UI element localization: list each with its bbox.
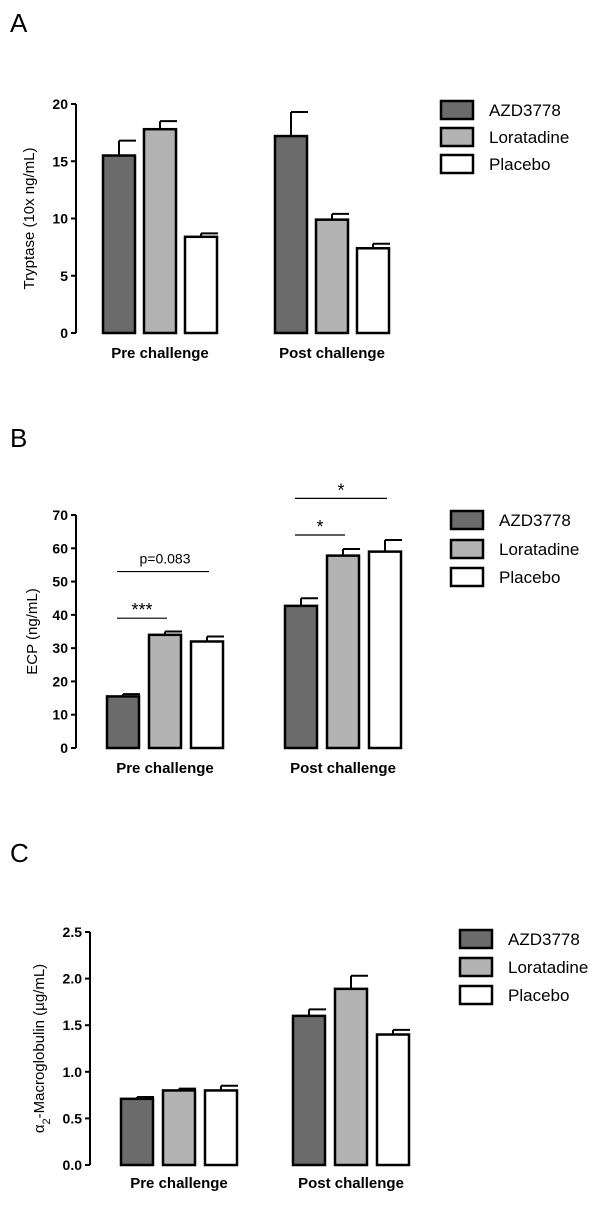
bar-loratadine-post	[325, 554, 361, 750]
bar-placebo-pre	[189, 640, 225, 750]
y-tick-label: 0.0	[63, 1157, 83, 1173]
bar-placebo-pre	[183, 235, 219, 335]
chart-panel-a: A 0 5 10 15 20 Tryptase (10x ng/mL) Pre challen…	[10, 8, 569, 362]
panel-label: B	[10, 423, 27, 453]
y-tick-label: 10	[52, 707, 68, 723]
y-tick-label: 0	[60, 325, 68, 341]
y-tick-label: 20	[52, 673, 68, 689]
legend-label: Placebo	[508, 986, 569, 1005]
legend-swatch	[458, 956, 494, 978]
significance-label: *	[316, 517, 323, 537]
chart-panel-c: C 0.0 0.5 1.0 1.5 2.0 2.5 α2-Macroglobulin (µg/…	[10, 838, 588, 1192]
bar-azd3778-pre	[101, 154, 137, 335]
y-axis-label-subscript: 2	[41, 1118, 53, 1124]
y-tick-label: 30	[52, 640, 68, 656]
y-tick-label: 15	[52, 153, 68, 169]
legend-swatch	[449, 538, 485, 560]
legend-swatch	[458, 984, 494, 1006]
panel-label: A	[10, 8, 28, 38]
bar-loratadine-pre	[161, 1089, 197, 1167]
x-category-label: Pre challenge	[116, 760, 214, 777]
legend-label: AZD3778	[499, 511, 571, 530]
legend-label: Placebo	[489, 155, 550, 174]
y-axis-label: Tryptase (10x ng/mL)	[21, 148, 38, 290]
panel-label: C	[10, 838, 29, 868]
bar-azd3778-post	[291, 1014, 327, 1167]
y-tick-label: 10	[52, 211, 68, 227]
bar-placebo-post	[367, 550, 403, 750]
legend-label: Loratadine	[508, 958, 588, 977]
y-axis-label: α2-Macroglobulin (µg/mL)	[31, 964, 53, 1133]
legend-swatch	[439, 99, 475, 121]
legend-swatch	[449, 509, 485, 531]
x-category-label: Post challenge	[290, 760, 396, 777]
x-category-label: Post challenge	[298, 1175, 404, 1192]
y-tick-label: 0	[60, 740, 68, 756]
bar-placebo-post	[355, 247, 391, 335]
x-category-label: Post challenge	[279, 345, 385, 362]
bar-loratadine-post	[314, 218, 350, 335]
y-tick-label: 50	[52, 574, 68, 590]
legend-swatch	[458, 928, 494, 950]
y-tick-label: 0.5	[63, 1110, 83, 1126]
x-category-label: Pre challenge	[130, 1175, 228, 1192]
significance-label: p=0.083	[140, 551, 191, 567]
bar-azd3778-pre	[105, 695, 141, 750]
y-tick-label: 1.0	[63, 1064, 83, 1080]
y-axis-label-symbol: α	[31, 1124, 48, 1133]
y-tick-label: 70	[52, 507, 68, 523]
y-tick-label: 40	[52, 607, 68, 623]
y-tick-label: 60	[52, 540, 68, 556]
bar-placebo-pre	[203, 1089, 239, 1167]
chart-panel-b: B 0 10 20 30 40 50 60 70 ECP (ng/mL) Pre challenge…	[10, 423, 579, 777]
legend-label: Placebo	[499, 568, 560, 587]
legend-label: AZD3778	[489, 101, 561, 120]
significance-label: ***	[131, 600, 152, 620]
bar-loratadine-pre	[147, 633, 183, 750]
bar-loratadine-post	[333, 987, 369, 1167]
legend-label: Loratadine	[489, 128, 569, 147]
legend-swatch	[449, 566, 485, 588]
significance-label: *	[337, 480, 344, 500]
y-tick-label: 1.5	[63, 1017, 83, 1033]
y-tick-label: 2.0	[63, 971, 83, 987]
bar-loratadine-pre	[142, 127, 178, 335]
legend-swatch	[439, 126, 475, 148]
legend-swatch	[439, 153, 475, 175]
bar-azd3778-post	[273, 134, 309, 335]
y-tick-label: 20	[52, 96, 68, 112]
legend-label: Loratadine	[499, 540, 579, 559]
y-axis-label-text: -Macroglobulin (µg/mL)	[31, 964, 48, 1119]
y-tick-label: 5	[60, 268, 68, 284]
x-category-label: Pre challenge	[111, 345, 209, 362]
y-axis-label: ECP (ng/mL)	[24, 588, 41, 674]
bar-azd3778-pre	[119, 1097, 155, 1167]
legend-label: AZD3778	[508, 930, 580, 949]
bar-azd3778-post	[283, 604, 319, 750]
y-tick-label: 2.5	[63, 924, 83, 940]
bar-placebo-post	[375, 1033, 411, 1167]
